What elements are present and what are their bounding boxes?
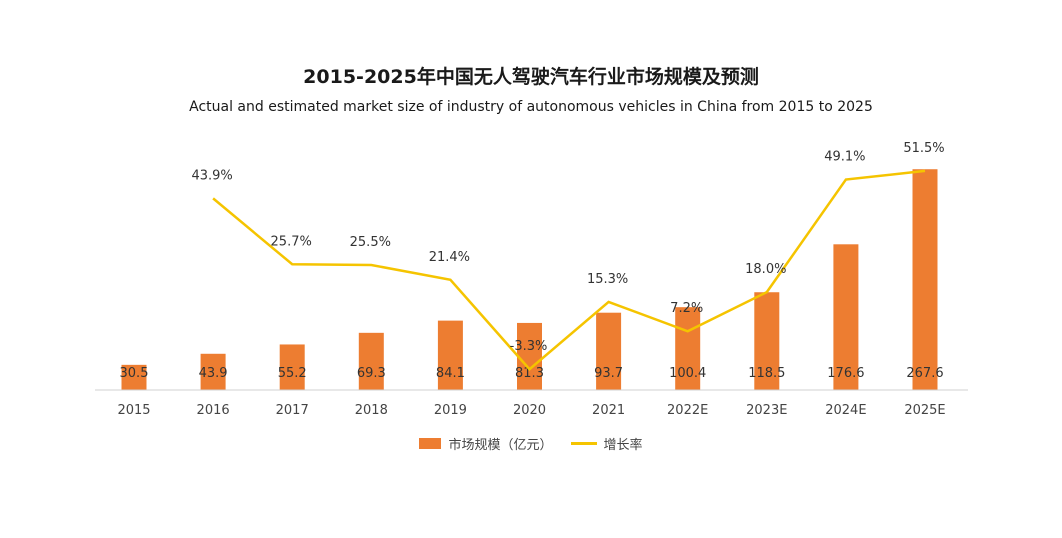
growth-rate-label: 15.3% [587,272,628,287]
bar-value-label: 55.2 [278,366,307,381]
bar-value-label: 81.3 [515,366,544,381]
bar [912,169,938,390]
x-tick-label: 2023E [746,403,787,418]
growth-rate-label: 49.1% [824,150,865,165]
bar [596,312,622,390]
bar-series [121,169,938,390]
x-tick-label: 2024E [825,403,866,418]
x-tick-label: 2015 [117,403,150,418]
bar-value-label: 267.6 [906,366,943,381]
bar-value-label: 43.9 [199,366,228,381]
bar [358,332,384,390]
bar-value-label: 118.5 [748,366,785,381]
x-tick-label: 2020 [513,403,546,418]
bar-value-label: 100.4 [669,366,706,381]
legend-bar-swatch [419,438,442,449]
x-tick-label: 2022E [667,403,708,418]
legend-item-growth-rate: 增长率 [570,434,643,453]
bar [200,353,226,390]
bar [833,244,859,390]
chart-title: 2015-2025年中国无人驾驶汽车行业市场规模及预测 [303,66,759,88]
legend-label-growth-rate: 增长率 [603,438,643,453]
x-tick-label: 2016 [197,403,230,418]
legend-line-swatch [570,442,597,445]
growth-rate-line [212,169,926,371]
bar-value-label: 176.6 [827,366,864,381]
growth-rate-labels: 43.9% 25.7% 25.5% 21.4% -3.3% 15.3% 7.2% 18.0% 4… [191,141,944,354]
bar [517,322,542,390]
legend-label-market-size: 市场规模（亿元） [448,438,553,453]
chart-subtitle: Actual and estimated market size of indu… [189,99,873,115]
growth-rate-label: 43.9% [191,168,232,183]
x-tick-label: 2018 [355,403,388,418]
bar-value-label: 69.3 [357,366,386,381]
growth-rate-label: 25.7% [271,234,312,249]
bar-value-labels: 30.5 43.9 55.2 69.3 84.1 81.3 93.7 100.4 118.5 17… [120,366,944,381]
bar [754,292,780,390]
growth-rate-label: 18.0% [745,262,786,277]
bar [121,364,147,390]
growth-rate-label: 21.4% [429,250,470,265]
legend-item-market-size: 市场规模（亿元） [419,434,553,453]
x-tick-label: 2017 [276,403,309,418]
x-axis-tick-labels: 2015 2016 2017 2018 2019 2020 2021 2022E 2023E 20… [117,403,945,418]
bar-value-label: 84.1 [436,366,465,381]
growth-line-series [212,169,926,371]
growth-rate-label: 7.2% [670,301,703,316]
bar [437,320,463,390]
bar-value-label: 93.7 [594,366,623,381]
growth-rate-label: 51.5% [903,141,944,156]
legend: 市场规模（亿元） 增长率 [0,434,1062,453]
growth-rate-label: -3.3% [510,339,548,354]
growth-rate-label: 25.5% [350,235,391,250]
x-tick-label: 2019 [434,403,467,418]
bar-value-label: 30.5 [120,366,149,381]
x-tick-label: 2025E [904,403,945,418]
bar [279,344,305,390]
x-tick-label: 2021 [592,403,625,418]
bar [675,307,701,390]
